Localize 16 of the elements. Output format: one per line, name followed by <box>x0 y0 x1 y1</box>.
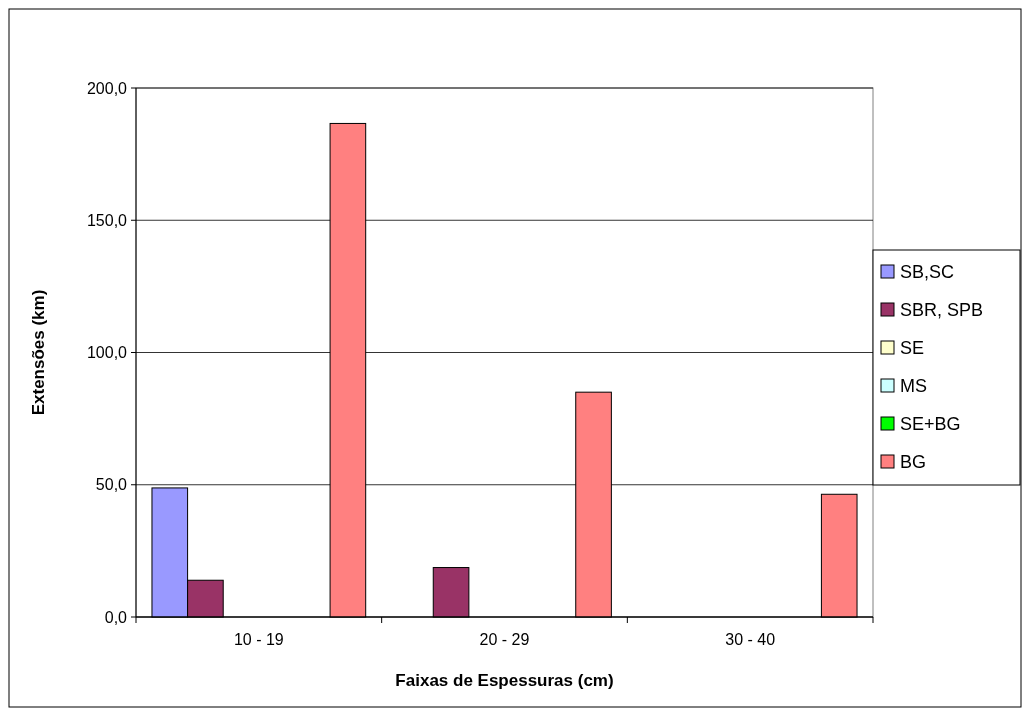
legend-label: SB,SC <box>900 262 955 283</box>
x-tick-label: 10 - 19 <box>233 631 284 648</box>
y-tick-label: 0,0 <box>104 608 128 626</box>
y-tick-label: 200,0 <box>86 79 128 97</box>
y-axis-title: Extensões (km) <box>29 289 48 416</box>
y-tick-label: 150,0 <box>86 211 128 229</box>
legend-label: SE+BG <box>900 414 961 435</box>
y-tick-label: 100,0 <box>86 344 128 362</box>
x-tick-label: 30 - 40 <box>725 631 776 648</box>
legend-label: SBR, SPB <box>900 300 984 321</box>
legend-label: BG <box>900 452 927 473</box>
y-tick-label: 50,0 <box>95 476 128 494</box>
legend-label: SE <box>900 338 925 359</box>
x-axis-title: Faixas de Espessuras (cm) <box>395 671 614 690</box>
legend-label: MS <box>900 376 927 397</box>
x-tick-label: 20 - 29 <box>479 631 530 648</box>
